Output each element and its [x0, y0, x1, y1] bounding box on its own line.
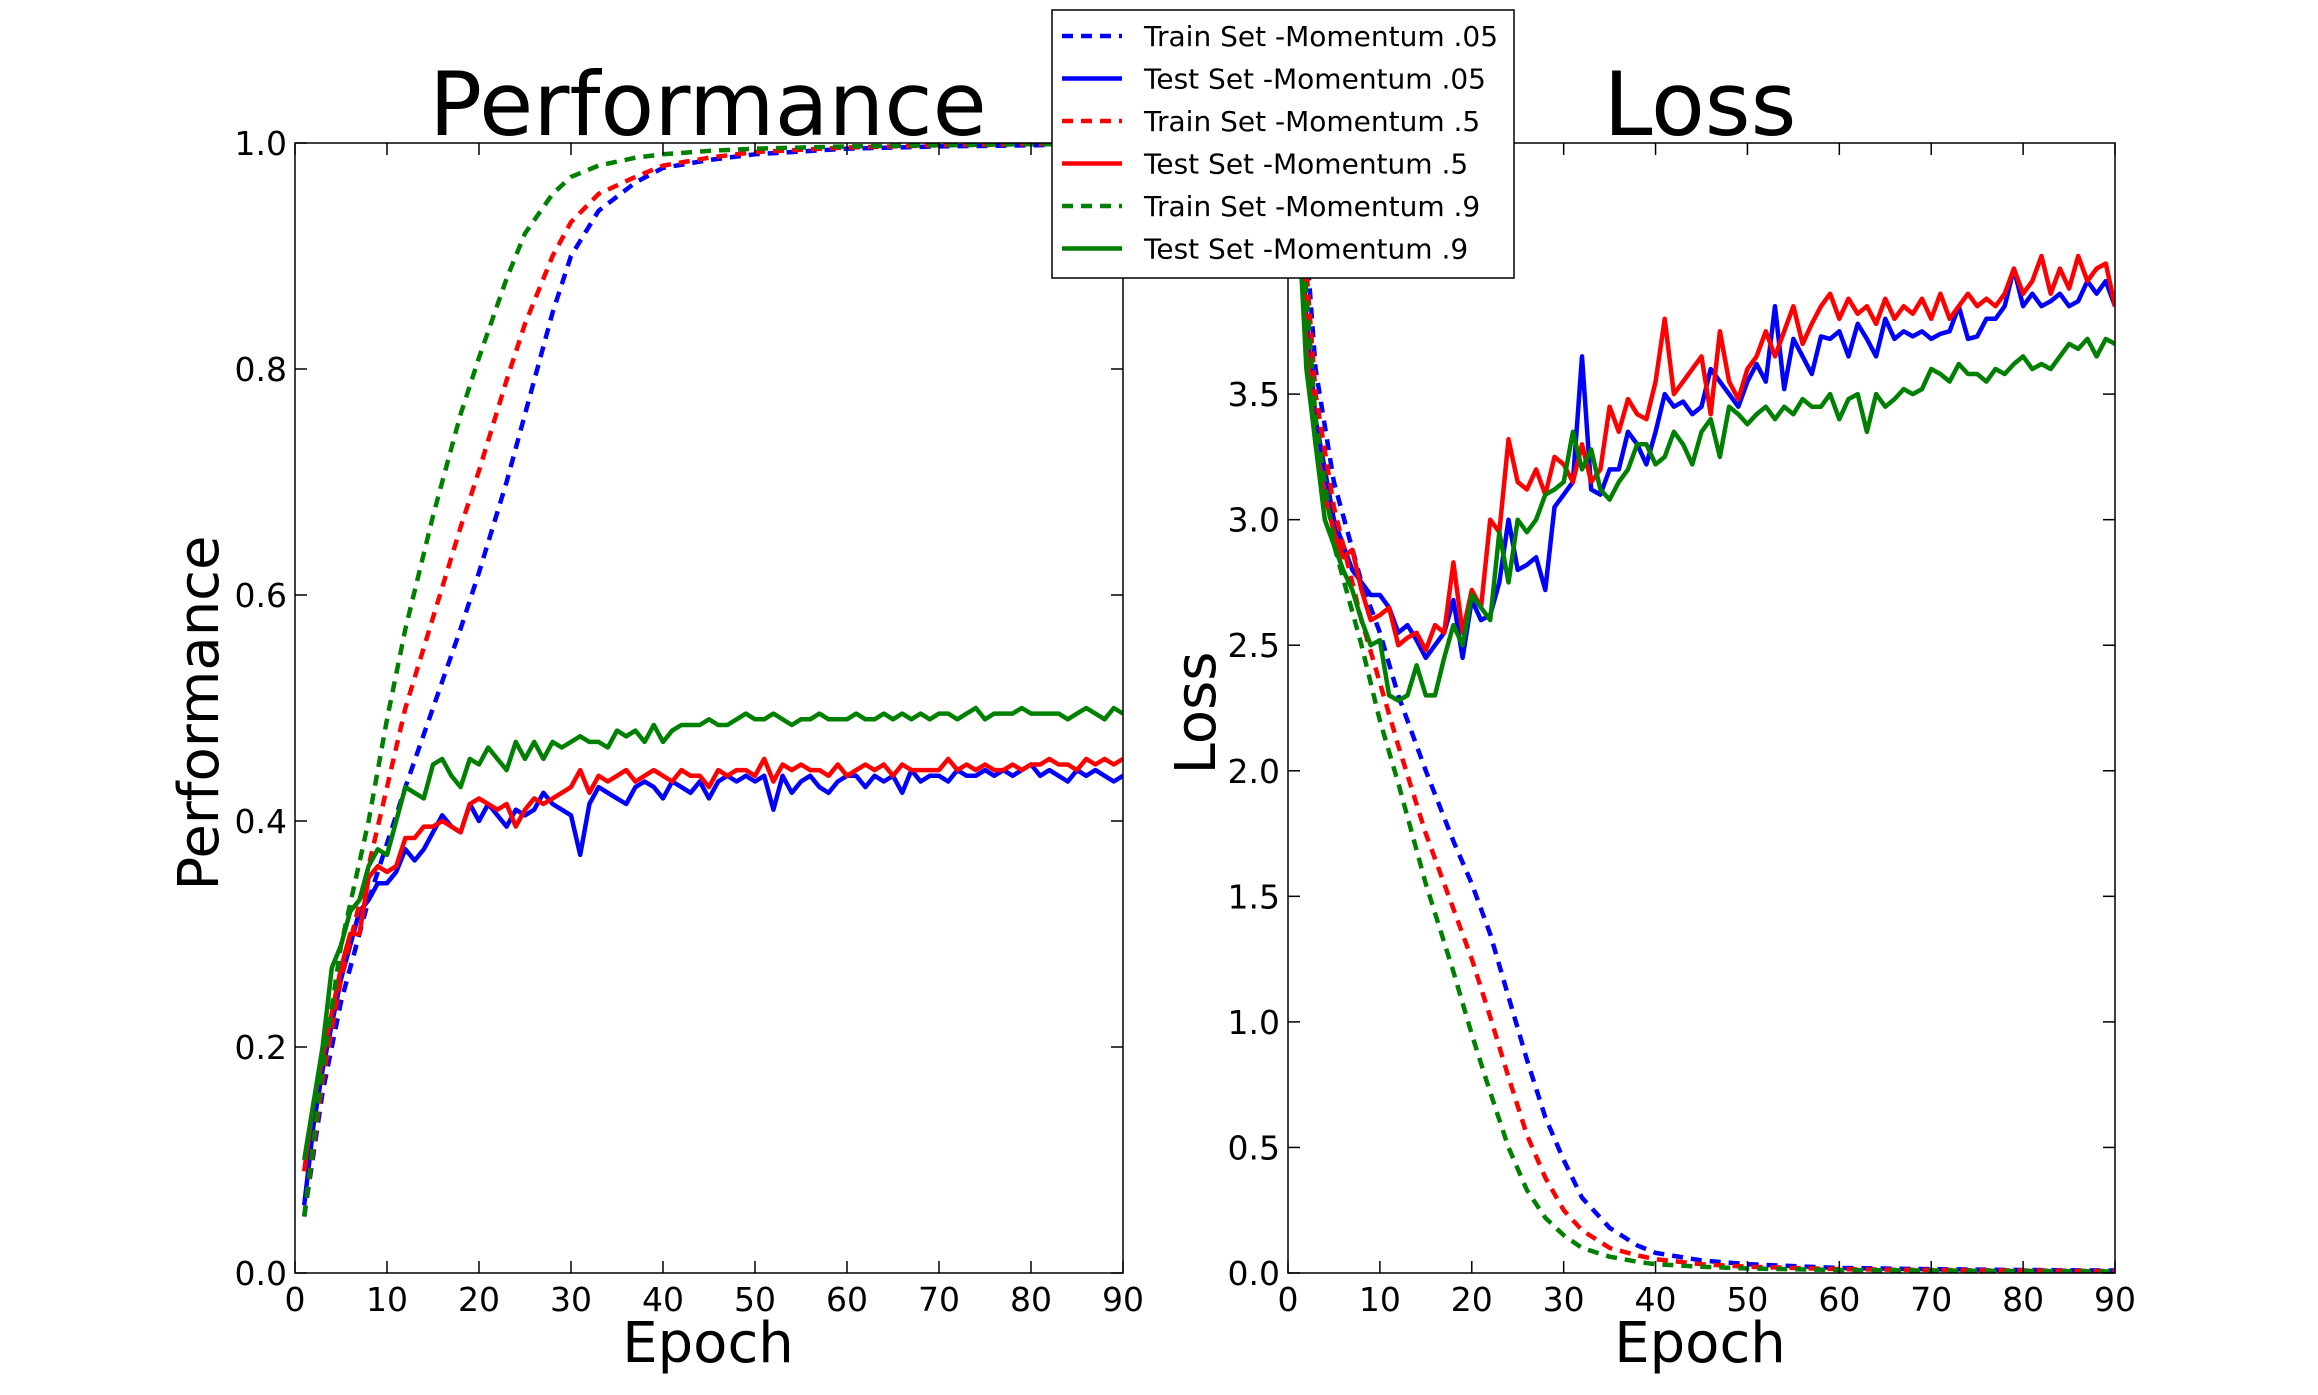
y-tick-label: 3.0 [1228, 501, 1280, 540]
series-line-4 [301, 143, 1123, 1217]
series-line-2 [1294, 143, 2115, 1273]
tick-layer: 0 10 20 30 40 50 60 70 80 90 0.0 0.5 1.0 1.5 2.0 2.5 3.0… [1228, 143, 2136, 1319]
plot-frame [294, 142, 1124, 1274]
x-tick-label: 60 [1818, 1280, 1860, 1319]
performance-chart: Performance Epoch Performance 0 10 20 30 40 5… [167, 53, 1144, 1376]
x-tick-label: 30 [1543, 1280, 1585, 1319]
series-line-0 [1296, 143, 2115, 1273]
tick-layer: 0 10 20 30 40 50 60 70 80 90 0.0 0.2 0.4 0.6 0.8 1.0 [235, 124, 1144, 1319]
x-tick-label: 0 [1278, 1280, 1299, 1319]
x-tick-label: 90 [1102, 1280, 1144, 1319]
x-tick-label: 70 [918, 1280, 960, 1319]
y-tick-label: 0.4 [235, 802, 287, 841]
y-tick-label: 0.8 [235, 350, 287, 389]
x-tick-label: 40 [642, 1280, 684, 1319]
legend-label: Test Set -Momentum .5 [1143, 148, 1468, 181]
legend-label: Test Set -Momentum .9 [1143, 233, 1468, 266]
x-tick-label: 30 [550, 1280, 592, 1319]
x-tick-label: 90 [2094, 1280, 2136, 1319]
y-tick-label: 1.5 [1228, 877, 1280, 916]
y-tick-label: 0.6 [235, 576, 287, 615]
y-tick-label: 2.5 [1228, 626, 1280, 665]
x-tick-label: 50 [734, 1280, 776, 1319]
chart-title: Performance [429, 53, 987, 156]
x-tick-label: 0 [285, 1280, 306, 1319]
y-axis-label: Performance [167, 536, 232, 891]
y-tick-label: 1.0 [1228, 1003, 1280, 1042]
legend-label: Train Set -Momentum .9 [1143, 190, 1480, 223]
series-line-4 [1294, 167, 2115, 1273]
y-tick-label: 1.0 [235, 124, 287, 163]
legend: Train Set -Momentum .05 Test Set -Momentu… [1051, 9, 1515, 279]
series-line-5 [1294, 193, 2115, 703]
series-line-0 [301, 143, 1123, 1217]
series-line-2 [301, 143, 1123, 1217]
legend-label: Train Set -Momentum .5 [1143, 105, 1480, 138]
legend-box [1051, 9, 1515, 279]
x-tick-label: 20 [1451, 1280, 1493, 1319]
legend-label: Train Set -Momentum .05 [1143, 20, 1498, 53]
x-tick-label: 80 [1010, 1280, 1052, 1319]
legend-items: Train Set -Momentum .05 Test Set -Momentu… [1062, 20, 1498, 266]
series-line-3 [1294, 143, 2115, 653]
y-tick-label: 0.2 [235, 1028, 287, 1067]
series-line-5 [301, 705, 1123, 1161]
chart-title: Loss [1603, 53, 1796, 156]
series-layer [1294, 143, 2115, 1273]
series-layer [301, 143, 1123, 1217]
loss-chart: Loss Epoch Loss 0 10 20 30 40 50 60 70 80 90 0.0 0.… [1164, 53, 2136, 1376]
x-tick-label: 50 [1726, 1280, 1768, 1319]
y-tick-label: 3.5 [1228, 375, 1280, 414]
series-line-1 [301, 762, 1123, 1206]
legend-label: Test Set -Momentum .05 [1143, 63, 1486, 96]
x-tick-label: 80 [2002, 1280, 2044, 1319]
y-tick-label: 0.0 [1228, 1254, 1280, 1293]
plot-frame [1287, 142, 2116, 1274]
x-tick-label: 20 [458, 1280, 500, 1319]
x-tick-label: 40 [1635, 1280, 1677, 1319]
y-tick-label: 0.5 [1228, 1128, 1280, 1167]
x-tick-label: 10 [366, 1280, 408, 1319]
x-axis-label: Epoch [622, 1311, 793, 1376]
y-axis-label: Loss [1164, 652, 1229, 775]
y-tick-label: 2.0 [1228, 752, 1280, 791]
y-tick-label: 0.0 [235, 1254, 287, 1293]
x-tick-label: 70 [1910, 1280, 1952, 1319]
series-line-3 [301, 756, 1123, 1172]
x-tick-label: 10 [1359, 1280, 1401, 1319]
x-axis-label: Epoch [1614, 1311, 1785, 1376]
x-tick-label: 60 [826, 1280, 868, 1319]
